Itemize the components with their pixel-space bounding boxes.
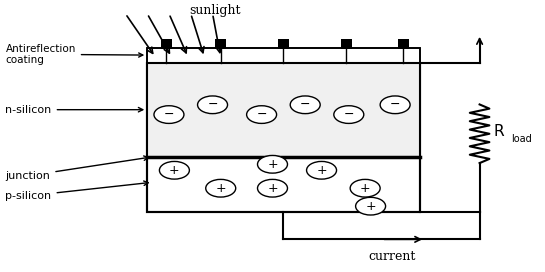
Ellipse shape xyxy=(307,162,337,179)
Ellipse shape xyxy=(380,96,410,114)
Bar xyxy=(147,63,420,212)
Bar xyxy=(147,63,420,212)
Bar xyxy=(398,39,409,49)
Bar xyxy=(215,39,226,49)
Bar xyxy=(147,48,420,63)
Ellipse shape xyxy=(350,180,380,197)
Ellipse shape xyxy=(334,106,364,123)
Ellipse shape xyxy=(206,180,236,197)
Ellipse shape xyxy=(290,96,320,114)
Text: −: − xyxy=(300,98,311,111)
Ellipse shape xyxy=(154,106,184,123)
Text: sunlight: sunlight xyxy=(190,4,241,17)
Text: +: + xyxy=(316,164,327,177)
Bar xyxy=(341,39,352,49)
Ellipse shape xyxy=(159,162,190,179)
Text: +: + xyxy=(215,182,226,195)
Text: n-silicon: n-silicon xyxy=(5,105,143,115)
Ellipse shape xyxy=(355,197,386,215)
Ellipse shape xyxy=(258,156,288,173)
Text: p-silicon: p-silicon xyxy=(5,181,148,201)
Text: Antireflection
coating: Antireflection coating xyxy=(5,44,143,65)
Text: +: + xyxy=(365,200,376,213)
Text: −: − xyxy=(390,98,401,111)
Bar xyxy=(147,48,420,63)
Text: +: + xyxy=(169,164,180,177)
Text: −: − xyxy=(256,108,267,121)
Text: junction: junction xyxy=(5,156,148,181)
Text: +: + xyxy=(360,182,371,195)
Text: −: − xyxy=(164,108,174,121)
Text: load: load xyxy=(511,134,532,144)
Bar xyxy=(161,39,172,49)
Text: R: R xyxy=(493,123,504,138)
Ellipse shape xyxy=(246,106,276,123)
Bar xyxy=(147,63,420,157)
Text: −: − xyxy=(207,98,218,111)
Text: +: + xyxy=(267,158,278,171)
Text: −: − xyxy=(343,108,354,121)
Ellipse shape xyxy=(258,180,288,197)
Text: current: current xyxy=(369,250,416,263)
Bar xyxy=(278,39,289,49)
Ellipse shape xyxy=(198,96,228,114)
Text: +: + xyxy=(267,182,278,195)
